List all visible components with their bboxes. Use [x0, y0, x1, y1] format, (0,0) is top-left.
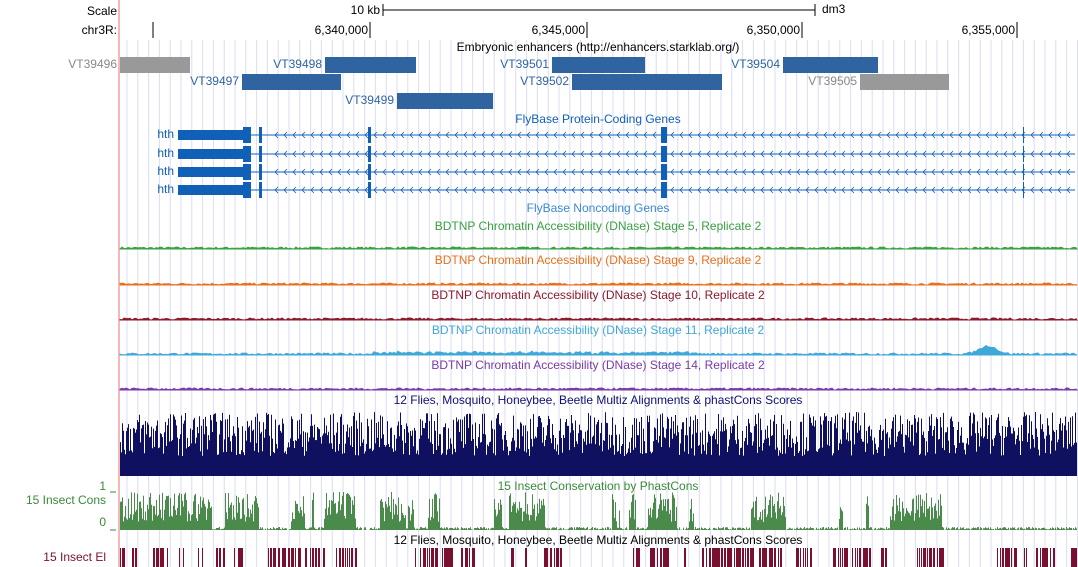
- track-title: 12 Flies, Mosquito, Honeybee, Beetle Mul…: [394, 533, 803, 547]
- ruler-label: 6,350,000: [747, 23, 801, 37]
- exon: [661, 182, 667, 198]
- enhancer: [552, 57, 645, 73]
- ruler-label: 6,345,000: [532, 23, 586, 37]
- scale-label: Scale: [87, 4, 117, 18]
- exon: [178, 149, 250, 159]
- exon: [178, 130, 250, 140]
- track-title: 15 Insect Conservation by PhastCons: [498, 479, 699, 493]
- exon: [243, 164, 251, 180]
- track-title: BDTNP Chromatin Accessibility (DNase) St…: [435, 253, 762, 267]
- enhancer: [120, 57, 190, 73]
- enhancer-label: VT39498: [273, 57, 322, 71]
- exon: [243, 127, 251, 143]
- track-label: 15 Insect Cons: [26, 493, 106, 507]
- exon: [259, 127, 262, 143]
- strand-arrows: [274, 131, 1071, 139]
- chrom-label: chr3R:: [82, 23, 117, 37]
- strand-arrows: [274, 186, 1071, 194]
- track-title: BDTNP Chromatin Accessibility (DNase) St…: [431, 358, 765, 372]
- exon: [178, 185, 250, 195]
- exon: [368, 127, 371, 143]
- exon: [661, 164, 667, 180]
- ruler-label: 6,355,000: [962, 23, 1016, 37]
- ruler-label: 6,340,000: [315, 23, 369, 37]
- exon: [243, 182, 251, 198]
- strand-arrows: [274, 168, 1071, 176]
- signal: [118, 246, 1078, 250]
- gene-label: hth: [157, 146, 174, 160]
- exon: [259, 146, 262, 162]
- exon: [1023, 182, 1024, 198]
- exon: [1023, 164, 1024, 180]
- enhancer-label: VT39505: [808, 74, 857, 88]
- enhancer-label: VT39499: [345, 93, 394, 107]
- strand-arrows: [274, 150, 1071, 158]
- signal: [119, 282, 1078, 286]
- signal: [119, 317, 1078, 321]
- exon: [259, 182, 262, 198]
- track-title: Embryonic enhancers (http://enhancers.st…: [457, 40, 740, 54]
- multiz-signal: [120, 412, 1077, 476]
- track-label: 15 Insect El: [43, 550, 106, 564]
- axis-min: 0: [99, 515, 106, 529]
- signal: [119, 387, 1078, 391]
- enhancer: [572, 74, 722, 90]
- exon: [243, 146, 251, 162]
- track-title: 12 Flies, Mosquito, Honeybee, Beetle Mul…: [394, 393, 803, 407]
- enhancer-label: VT39501: [500, 57, 549, 71]
- track-title: BDTNP Chromatin Accessibility (DNase) St…: [432, 323, 765, 337]
- gene-label: hth: [157, 164, 174, 178]
- track-title: FlyBase Protein-Coding Genes: [515, 112, 680, 126]
- exon: [368, 182, 371, 198]
- exon: [368, 164, 371, 180]
- gene-label: hth: [157, 182, 174, 196]
- enhancer: [325, 57, 416, 73]
- exon: [368, 146, 371, 162]
- cons-signal: [120, 492, 1077, 530]
- enhancer-label: VT39504: [731, 57, 780, 71]
- enhancer-label: VT39497: [190, 74, 239, 88]
- enhancer: [860, 74, 949, 90]
- exon: [661, 127, 667, 143]
- exon: [1023, 127, 1024, 143]
- exon: [178, 167, 250, 177]
- signal: [119, 344, 1078, 356]
- gene-label: hth: [157, 127, 174, 141]
- track-title: FlyBase Noncoding Genes: [527, 201, 670, 215]
- track-title: BDTNP Chromatin Accessibility (DNase) St…: [431, 288, 765, 302]
- scale-size: 10 kb: [351, 3, 381, 17]
- element-blocks: [120, 548, 1077, 567]
- assembly: dm3: [822, 2, 846, 16]
- exon: [1023, 146, 1024, 162]
- enhancer-label: VT39502: [520, 74, 569, 88]
- enhancer: [242, 74, 341, 90]
- enhancer: [397, 93, 493, 109]
- enhancer-label: VT39496: [68, 57, 117, 71]
- exon: [661, 146, 667, 162]
- track-title: BDTNP Chromatin Accessibility (DNase) St…: [435, 219, 762, 233]
- axis-max: 1: [99, 479, 106, 493]
- enhancer: [783, 57, 878, 73]
- exon: [259, 164, 262, 180]
